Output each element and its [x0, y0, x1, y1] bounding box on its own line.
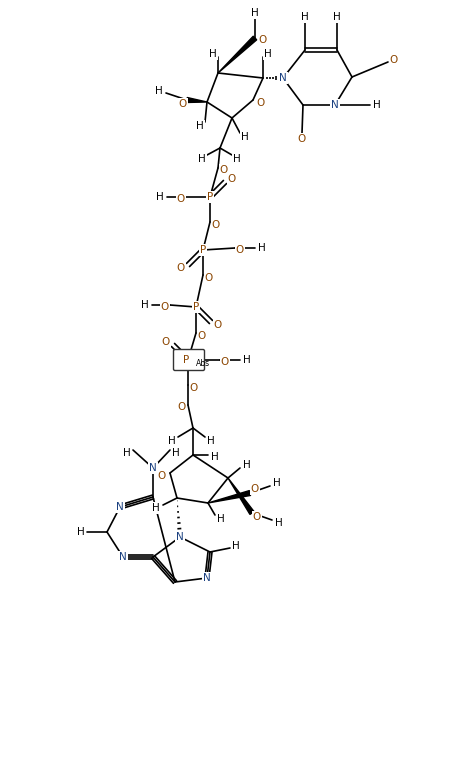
Text: O: O [219, 165, 228, 175]
Text: O: O [177, 402, 186, 412]
Text: H: H [207, 436, 214, 446]
Text: H: H [251, 8, 258, 18]
Text: H: H [233, 154, 240, 164]
Polygon shape [228, 478, 253, 514]
Polygon shape [187, 98, 207, 102]
Text: N: N [176, 532, 183, 542]
Text: N: N [278, 73, 286, 83]
Text: H: H [217, 514, 224, 524]
Text: H: H [333, 12, 340, 22]
Text: O: O [162, 337, 170, 347]
Text: Abs: Abs [196, 360, 210, 369]
Text: O: O [189, 383, 197, 393]
Text: H: H [211, 452, 218, 462]
Text: H: H [243, 460, 250, 470]
Text: P: P [207, 192, 212, 202]
Text: N: N [116, 502, 124, 512]
Text: O: O [177, 194, 185, 204]
Text: O: O [253, 512, 261, 522]
Text: H: H [123, 448, 131, 458]
Text: O: O [212, 220, 220, 230]
Text: N: N [119, 552, 126, 562]
Text: H: H [372, 100, 380, 110]
Text: O: O [157, 471, 166, 481]
Text: O: O [228, 174, 236, 184]
Text: H: H [258, 243, 265, 253]
Text: N: N [149, 463, 157, 473]
Text: P: P [192, 302, 199, 312]
Text: O: O [213, 320, 222, 330]
Text: H: H [300, 12, 308, 22]
Text: N: N [330, 100, 338, 110]
Text: P: P [182, 355, 189, 365]
Text: H: H [172, 448, 179, 458]
FancyBboxPatch shape [173, 350, 204, 370]
Text: O: O [258, 35, 267, 45]
Text: H: H [155, 86, 162, 96]
Text: O: O [235, 245, 243, 255]
Text: O: O [297, 134, 305, 144]
Text: O: O [197, 331, 206, 341]
Text: O: O [178, 99, 187, 109]
Text: O: O [389, 55, 397, 65]
Text: H: H [152, 503, 160, 513]
Polygon shape [207, 491, 250, 503]
Text: O: O [161, 302, 169, 312]
Text: H: H [241, 132, 248, 142]
Text: H: H [274, 518, 282, 528]
Text: O: O [250, 484, 258, 494]
Text: O: O [204, 273, 212, 283]
Text: H: H [209, 49, 217, 59]
Text: H: H [141, 300, 148, 310]
Text: H: H [156, 192, 163, 202]
Polygon shape [217, 36, 256, 73]
Text: H: H [232, 541, 239, 551]
Text: H: H [263, 49, 271, 59]
Text: H: H [243, 355, 250, 365]
Text: H: H [197, 154, 205, 164]
Text: N: N [202, 573, 210, 583]
Text: H: H [273, 478, 280, 488]
Text: H: H [77, 527, 85, 537]
Text: O: O [177, 263, 185, 273]
Text: H: H [168, 436, 176, 446]
Text: H: H [196, 121, 203, 131]
Text: O: O [220, 357, 228, 367]
Text: P: P [199, 245, 206, 255]
Text: O: O [256, 98, 264, 108]
